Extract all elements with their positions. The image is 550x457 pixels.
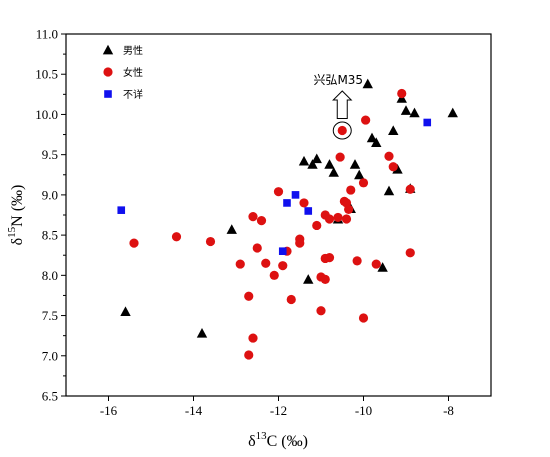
x-tick-label: -10 [355, 403, 372, 418]
legend-label: 男性 [123, 44, 143, 57]
y-tick-label: 10.5 [35, 67, 58, 82]
y-tick-label: 6.5 [42, 389, 58, 404]
circle-point [248, 333, 258, 343]
circle-point [244, 291, 254, 301]
y-tick-label: 8.5 [42, 228, 58, 243]
triangle-point [307, 159, 318, 169]
square-point [278, 247, 287, 255]
y-tick-label: 7.0 [42, 348, 58, 363]
legend-marker-triangle [102, 44, 114, 55]
circle-point [361, 115, 371, 125]
triangle-point [362, 78, 373, 89]
legend-marker-square [104, 90, 112, 98]
triangle-point [196, 328, 208, 338]
circle-point [388, 162, 398, 172]
y-tick-label: 11.0 [36, 27, 58, 42]
annotation: 兴弘M35 [313, 73, 363, 140]
triangle-point [303, 274, 314, 284]
axis-ticks: -16 -14 -12 -10 -8 6.5 7.0 7.5 8.0 8.5 9.0 9.5 10.0 1… [35, 27, 454, 419]
y-tick-label: 10.0 [35, 107, 58, 122]
circle-point [335, 152, 345, 162]
circle-point [256, 216, 267, 226]
circle-point [346, 185, 356, 195]
annotation-arrow [332, 90, 353, 120]
y-tick-label: 9.5 [42, 147, 58, 162]
circle-point [244, 350, 254, 360]
circle-point [405, 184, 415, 194]
circle-point [299, 198, 309, 208]
circle-point [405, 248, 415, 258]
square-point [291, 191, 300, 199]
circle-point [333, 212, 343, 223]
triangle-point [447, 107, 458, 118]
circle-point [171, 232, 182, 242]
triangle-point [383, 185, 395, 196]
circle-point [352, 256, 362, 266]
circle-point [273, 187, 284, 197]
triangle-point [298, 155, 310, 166]
triangle-point [349, 159, 361, 169]
circle-point [358, 178, 369, 188]
y-tick-label: 9.0 [42, 187, 58, 202]
circle-point [397, 88, 407, 99]
triangle-point [400, 105, 412, 115]
circle-point [286, 294, 296, 305]
circle-point [278, 261, 288, 271]
triangle-point [377, 262, 388, 272]
circle-point [252, 243, 262, 253]
circle-point [129, 238, 139, 248]
circle-point [312, 220, 322, 231]
triangle-point [311, 153, 322, 164]
circle-point [316, 306, 326, 316]
circle-point [205, 236, 216, 247]
circle-point [248, 212, 258, 222]
circle-point [235, 259, 245, 269]
square-point [423, 118, 432, 127]
x-tick-label: -8 [443, 403, 454, 418]
circle-point [344, 204, 354, 214]
circle-point [261, 258, 271, 268]
circle-point [324, 253, 335, 263]
y-tick-label: 7.5 [42, 308, 58, 323]
legend-marker-circle [103, 67, 113, 77]
data-marks [117, 78, 458, 360]
triangle-point [120, 306, 131, 316]
triangle-point [226, 224, 237, 234]
x-axis-title: δ13C (‰) [248, 430, 308, 450]
triangle-point [328, 167, 339, 177]
y-axis-title: δ15N (‰) [6, 185, 26, 246]
triangle-point [324, 159, 335, 169]
triangle-point [388, 125, 399, 135]
triangle-point [392, 163, 403, 174]
annotation-circle [332, 121, 352, 140]
square-point [117, 206, 126, 214]
circle-point [320, 274, 330, 284]
triangle-point [371, 137, 382, 148]
square-point [304, 207, 313, 215]
circle-point [384, 151, 394, 161]
y-tick-label: 8.0 [42, 268, 58, 283]
circle-point [371, 259, 381, 269]
triangle-point [366, 132, 378, 143]
x-tick-label: -14 [185, 403, 203, 418]
triangle-point [354, 169, 365, 180]
circle-point [337, 125, 347, 136]
x-tick-label: -16 [100, 403, 118, 418]
circle-point [269, 270, 279, 280]
legend-label: 不详 [123, 88, 143, 101]
circle-point [358, 313, 369, 323]
square-point [283, 199, 291, 207]
circle-point [324, 214, 335, 224]
circle-point [341, 214, 352, 224]
annotation-label: 兴弘M35 [313, 73, 363, 87]
legend-label: 女性 [123, 66, 143, 79]
x-tick-label: -12 [270, 403, 287, 418]
triangle-point [409, 107, 420, 118]
circle-point [295, 238, 305, 248]
